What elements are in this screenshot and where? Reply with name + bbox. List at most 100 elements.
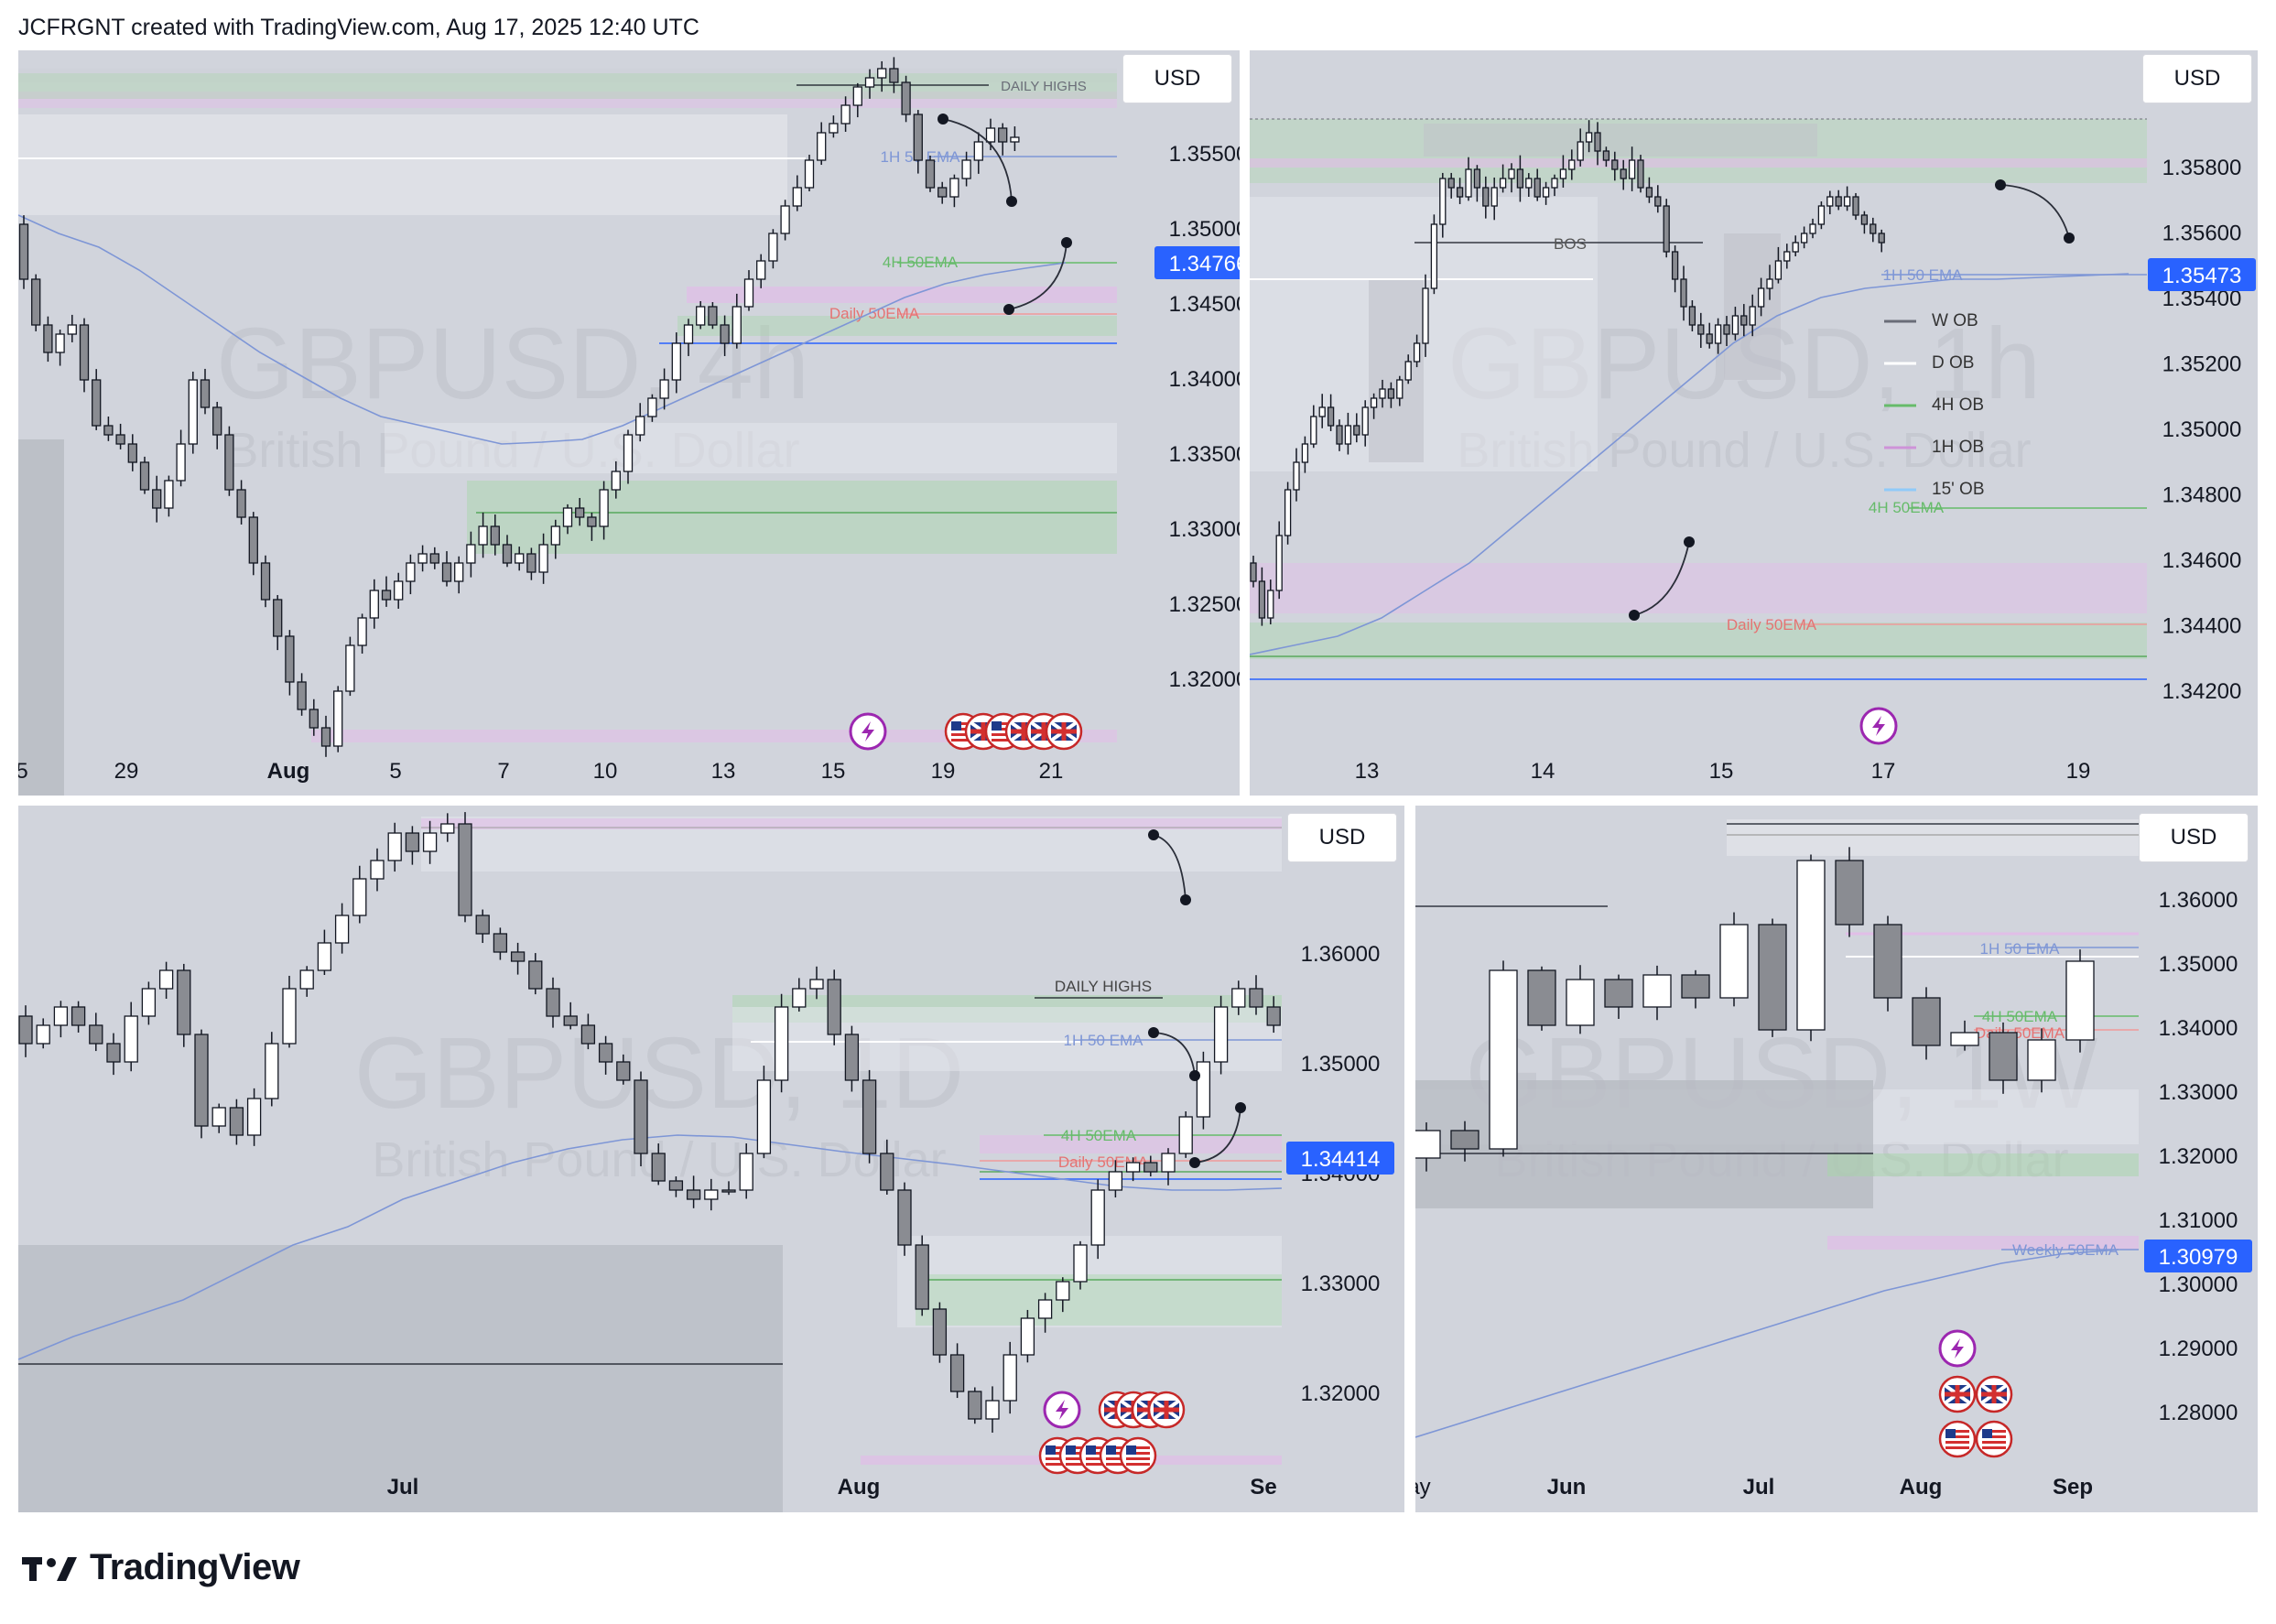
- zone-w-ob: [1369, 279, 1424, 462]
- price-tick: 1.35000: [1301, 1052, 1381, 1077]
- time-tick: 10: [593, 759, 618, 784]
- candle-1d: [246, 1098, 262, 1136]
- zone-top: [1727, 819, 2139, 856]
- candle-1h: [1267, 590, 1274, 619]
- candle-1w: [1719, 924, 1749, 999]
- candle-4h: [176, 443, 186, 482]
- candle-1w: [1489, 969, 1518, 1150]
- time-tick: 15: [1709, 759, 1734, 784]
- price-tick: 1.34600: [2162, 548, 2242, 573]
- candle-4h: [394, 580, 404, 601]
- candle-1d: [774, 1006, 789, 1081]
- candle-1h: [1663, 205, 1670, 253]
- candle-1h: [1465, 168, 1472, 198]
- event-flag-icon: [992, 739, 1015, 742]
- event-flag-icon: [1046, 1446, 1069, 1449]
- candle-4h: [647, 397, 657, 417]
- candle-1h: [1766, 278, 1773, 289]
- price-tick: 1.32000: [1301, 1381, 1381, 1406]
- candle-1h: [1749, 306, 1756, 326]
- arrow-1d-down2: [1153, 1032, 1196, 1077]
- candle-1w: [2065, 960, 2095, 1041]
- price-tick: 1.32000: [1169, 667, 1240, 692]
- label-4h-ema: 4H 50EMA: [883, 254, 959, 271]
- candle-1h: [1422, 287, 1429, 344]
- candle-1w: [1604, 979, 1633, 1008]
- currency-label[interactable]: USD: [1122, 54, 1232, 103]
- candle-4h: [285, 635, 295, 683]
- candle-4h: [55, 333, 65, 353]
- candle-4h: [804, 159, 815, 189]
- candle-1h: [1835, 196, 1842, 207]
- watermark-symbol: GBPUSD, 4h: [216, 308, 809, 420]
- time-tick: 14: [1531, 759, 1555, 784]
- candle-4h: [623, 434, 634, 472]
- chart-1w-canvas[interactable]: GBPUSD, 1WBritish Pound / U.S. Dollar1H …: [1415, 806, 2258, 1512]
- candle-1h: [1620, 168, 1627, 179]
- candle-1h: [1817, 205, 1826, 225]
- candle-4h: [901, 81, 911, 115]
- candle-4h: [92, 379, 102, 427]
- event-flag-icon: [1086, 1463, 1110, 1466]
- candle-1h: [1611, 159, 1619, 170]
- price-tick: 1.33000: [1169, 517, 1240, 542]
- zone-pink-mid: [980, 1135, 1282, 1153]
- price-tick: 1.34800: [2162, 483, 2242, 508]
- zone-pink: [1827, 1236, 2139, 1250]
- zone-d-ob-top: [1424, 124, 1817, 157]
- candle-1d: [1073, 1244, 1088, 1283]
- arrow-1d-down2: [1148, 1027, 1159, 1038]
- candle-1h: [1404, 361, 1412, 381]
- currency-label[interactable]: USD: [2142, 54, 2252, 103]
- label-daily-ema: Daily 50EMA: [1727, 616, 1817, 633]
- candle-1h: [1637, 159, 1644, 189]
- candle-1d: [985, 1400, 1000, 1420]
- ema-curve: [1250, 273, 2130, 655]
- candle-4h: [454, 562, 464, 582]
- candle-4h: [973, 141, 983, 161]
- chart-panel-1w[interactable]: GBPUSD, 1WBritish Pound / U.S. Dollar1H …: [1415, 806, 2258, 1512]
- candle-4h: [115, 434, 125, 445]
- zone-d-ob-top: [18, 114, 787, 215]
- price-tick: 1.36000: [2159, 888, 2238, 913]
- candle-1d: [580, 1024, 596, 1045]
- candle-1w: [1758, 924, 1787, 1031]
- candle-1h: [1792, 242, 1799, 253]
- currency-label[interactable]: USD: [2139, 813, 2249, 862]
- price-tick: 1.35500: [1169, 142, 1240, 167]
- event-flag-icon: [970, 729, 996, 734]
- candle-1d: [528, 960, 543, 990]
- candle-1d: [1249, 988, 1263, 1008]
- candle-1h: [1490, 187, 1498, 207]
- chart-panel-1h[interactable]: GBPUSD, 1h British Pound / U.S. Dollar BOS…: [1250, 50, 2258, 796]
- price-tick: 1.35000: [1169, 217, 1240, 242]
- event-flag-icon: [1945, 1435, 1969, 1438]
- candle-4h: [961, 159, 971, 179]
- event-flag-icon: [1982, 1429, 1992, 1438]
- candle-1d: [510, 951, 526, 962]
- candle-4h: [538, 544, 548, 573]
- candle-1h: [1731, 315, 1740, 335]
- candle-4h: [913, 114, 923, 161]
- candle-1h: [1293, 461, 1300, 491]
- footer-logo[interactable]: TradingView: [20, 1547, 300, 1588]
- event-flag-icon: [1051, 729, 1077, 734]
- time-tick: 29: [114, 759, 139, 784]
- time-tick: Jun: [1547, 1475, 1587, 1499]
- candle-4h: [200, 379, 211, 408]
- candle-1d: [1090, 1189, 1105, 1246]
- candle-1h: [1396, 379, 1404, 399]
- candle-1h: [1559, 168, 1567, 179]
- candle-1d: [36, 1024, 50, 1045]
- candle-4h: [817, 132, 827, 161]
- candle-4h: [515, 553, 525, 564]
- event-flag-icon: [1031, 729, 1057, 734]
- zone-d-ob: [732, 1007, 1282, 1071]
- legend-label: D OB: [1932, 353, 1974, 373]
- currency-label[interactable]: USD: [1287, 813, 1397, 862]
